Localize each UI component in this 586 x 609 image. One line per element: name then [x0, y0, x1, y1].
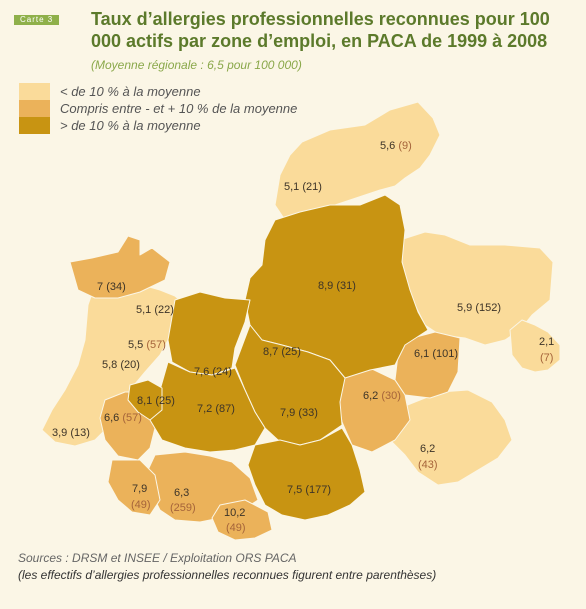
title-text: Taux d’allergies professionnelles reconn… [91, 9, 550, 51]
zone-label-21-rate: 6,3 [174, 487, 189, 499]
zone-north-alps [274, 101, 441, 221]
subtitle-text: (Moyenne régionale : 6,5 pour 100 000) [91, 58, 302, 72]
zone-label-12: 7,6 (24) [194, 366, 232, 378]
zone-southwest-coast [107, 459, 161, 516]
map-number-tag: Carte 3 [14, 15, 60, 25]
zone-label-1: 5,6 (9) [380, 140, 412, 152]
zone-label-15: 7,9 (33) [280, 407, 318, 419]
zone-northwest-medium [69, 235, 171, 299]
zone-label-18: 3,9 (13) [52, 427, 90, 439]
legend: < de 10 % à la moyenne Compris entre - e… [19, 83, 297, 134]
legend-swatch-below [19, 83, 50, 100]
zone-label-9-count: (7) [540, 352, 553, 364]
zone-label-3: 8,9 (31) [318, 280, 356, 292]
zone-center-high [167, 291, 251, 376]
sources-note: Sources : DRSM et INSEE / Exploitation O… [18, 550, 436, 584]
legend-label-below: < de 10 % à la moyenne [60, 84, 201, 99]
zone-label-14: 7,2 (87) [197, 403, 235, 415]
zone-label-23-rate: 10,2 [224, 507, 245, 519]
sources-line: Sources : DRSM et INSEE / Exploitation O… [18, 551, 297, 565]
zone-label-16: 6,2 (30) [363, 390, 401, 402]
map-title: Taux d’allergies professionnelles reconn… [91, 8, 571, 76]
zone-label-13: 8,1 (25) [137, 395, 175, 407]
zone-far-east [509, 319, 561, 373]
legend-label-above: > de 10 % à la moyenne [60, 118, 201, 133]
legend-item-average: Compris entre - et + 10 % de la moyenne [19, 100, 297, 117]
zone-label-23-count: (49) [226, 522, 246, 534]
zone-label-7: 5,8 (20) [102, 359, 140, 371]
zone-label-9-rate: 2,1 [539, 336, 554, 348]
zone-label-17: 6,6 (57) [104, 412, 142, 424]
zone-label-4: 7 (34) [97, 281, 126, 293]
zone-label-11: 8,7 (25) [263, 346, 301, 358]
zone-label-6: 5,5 (57) [128, 339, 166, 351]
zone-toulon-high [247, 427, 366, 521]
zone-west-high [127, 379, 163, 421]
zone-label-19-rate: 6,2 [420, 443, 435, 455]
zone-label-20-count: (49) [131, 499, 151, 511]
zone-label-20-rate: 7,9 [132, 483, 147, 495]
legend-item-above: > de 10 % à la moyenne [19, 117, 297, 134]
zone-label-21-count: (259) [170, 502, 196, 514]
zone-southeast-coast [389, 389, 513, 486]
zone-coast-south-medium [211, 499, 273, 541]
zone-label-10: 6,1 (101) [414, 348, 458, 360]
zone-label-5: 5,1 (22) [136, 304, 174, 316]
zone-label-8: 5,9 (152) [457, 302, 501, 314]
zone-label-19-count: (43) [418, 459, 438, 471]
legend-item-below: < de 10 % à la moyenne [19, 83, 297, 100]
zone-labels: 5,6 (9) 5,1 (21) 8,9 (31) 7 (34) 5,1 (22… [52, 140, 554, 534]
zone-east-medium [394, 331, 461, 399]
zone-label-22: 7,5 (177) [287, 484, 331, 496]
sources-footnote: (les effectifs d’allergies professionnel… [18, 568, 437, 582]
legend-label-average: Compris entre - et + 10 % de la moyenne [60, 101, 298, 116]
legend-swatch-average [19, 100, 50, 117]
zone-label-2: 5,1 (21) [284, 181, 322, 193]
legend-swatch-above [19, 117, 50, 134]
